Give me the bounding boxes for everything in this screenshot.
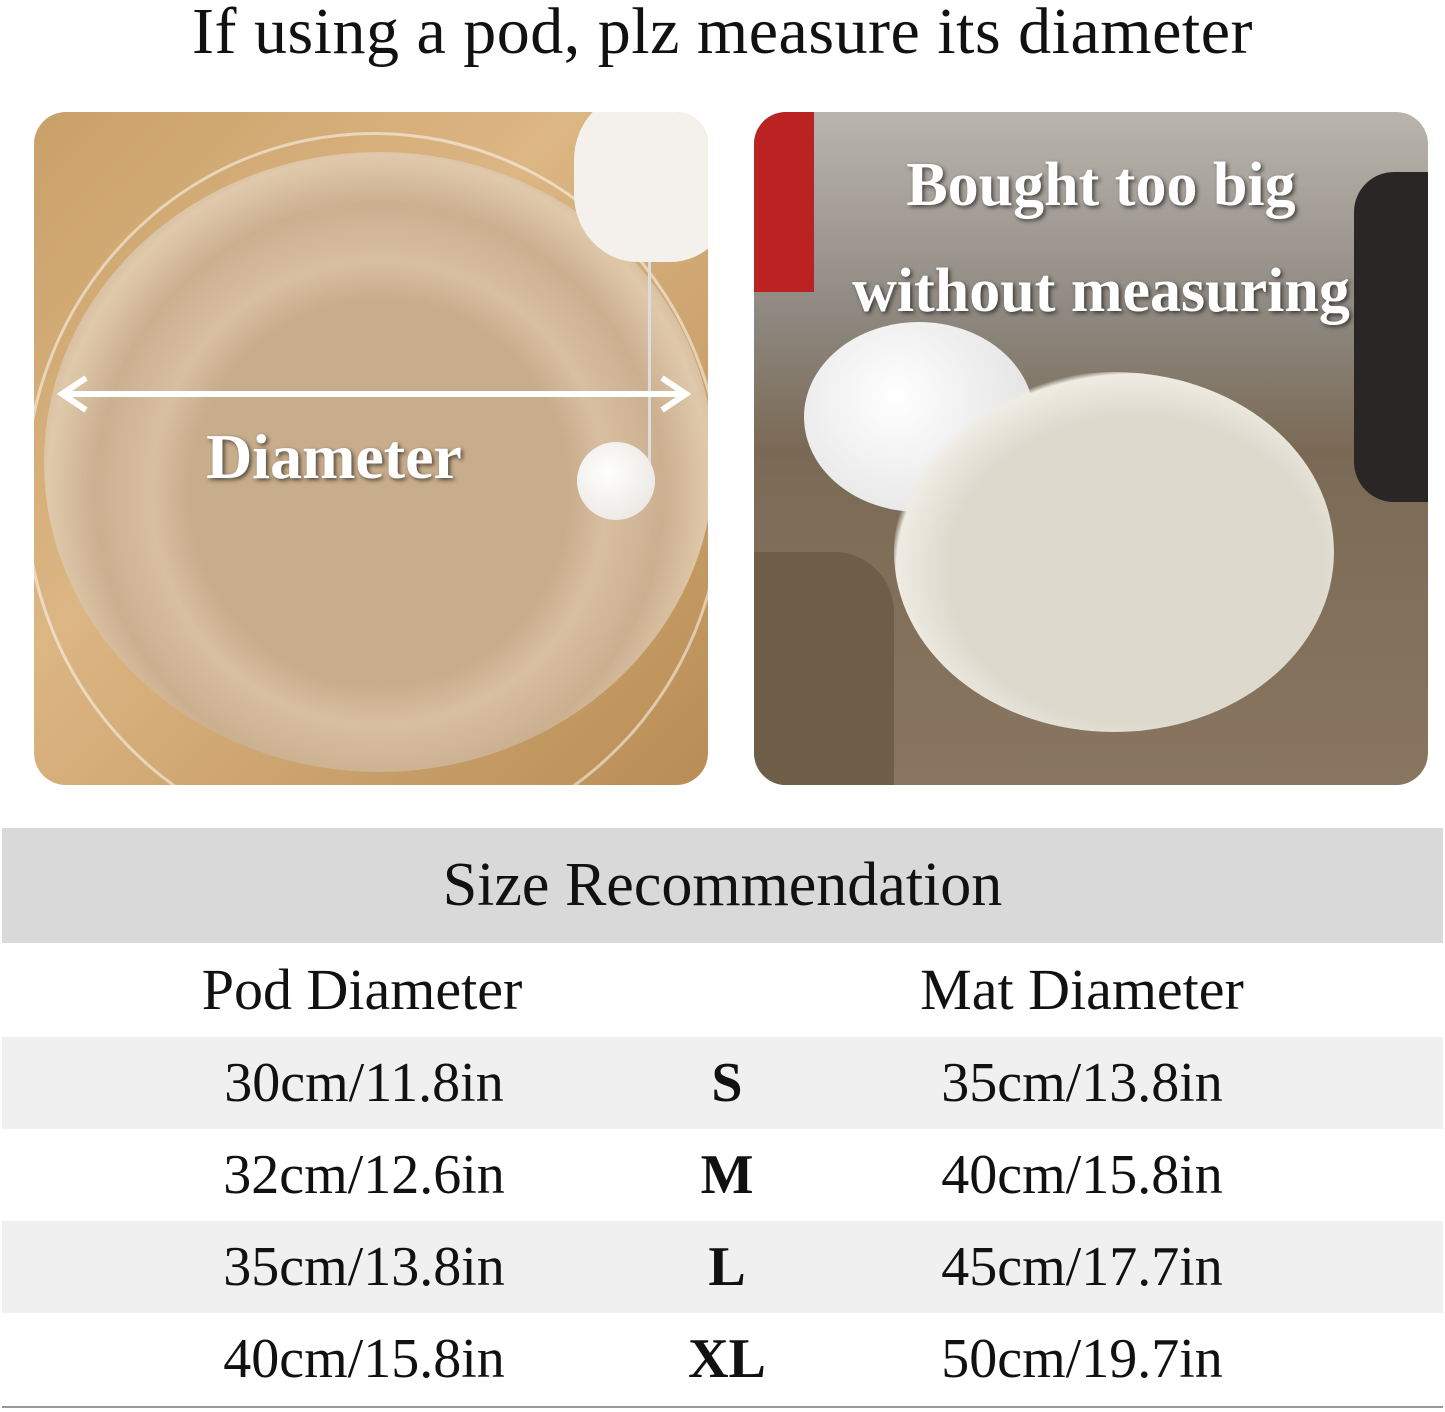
table-bottom-border	[2, 1406, 1443, 1408]
diameter-label: Diameter	[206, 421, 462, 492]
table-row: 35cm/13.8in L 45cm/17.7in	[2, 1221, 1443, 1313]
headline: If using a pod, plz measure its diameter	[191, 0, 1253, 68]
label-line-2: without measuring	[852, 257, 1350, 325]
pod-cell: 30cm/11.8in	[224, 1052, 504, 1114]
size-cell: L	[708, 1236, 746, 1298]
size-cell: M	[700, 1144, 754, 1206]
mat-cell: 40cm/15.8in	[941, 1144, 1223, 1206]
pod-cell: 32cm/12.6in	[223, 1144, 505, 1206]
table-row: 40cm/15.8in XL 50cm/19.7in	[2, 1313, 1443, 1405]
size-cell: S	[711, 1052, 743, 1114]
size-cell: XL	[688, 1328, 766, 1390]
pod-cell: 40cm/15.8in	[223, 1328, 505, 1390]
table-row: 30cm/11.8in S 35cm/13.8in	[2, 1037, 1443, 1129]
label-line-1: Bought too big	[906, 151, 1296, 219]
mat-cell: 35cm/13.8in	[941, 1052, 1223, 1114]
table-title: Size Recommendation	[2, 828, 1443, 943]
double-arrow-icon	[56, 375, 692, 413]
table-row: 32cm/12.6in M 40cm/15.8in	[2, 1129, 1443, 1221]
pod-cell: 35cm/13.8in	[223, 1236, 505, 1298]
mat-photo: Bought too big without measuring	[754, 112, 1428, 785]
mat-diameter-header: Mat Diameter	[920, 957, 1244, 1022]
mat-cell: 50cm/19.7in	[941, 1328, 1223, 1390]
pod-photo: Diameter	[34, 112, 708, 785]
pod-diameter-header: Pod Diameter	[201, 957, 523, 1022]
mat-cell: 45cm/17.7in	[941, 1236, 1223, 1298]
bought-too-big-label: Bought too big without measuring	[754, 132, 1428, 344]
